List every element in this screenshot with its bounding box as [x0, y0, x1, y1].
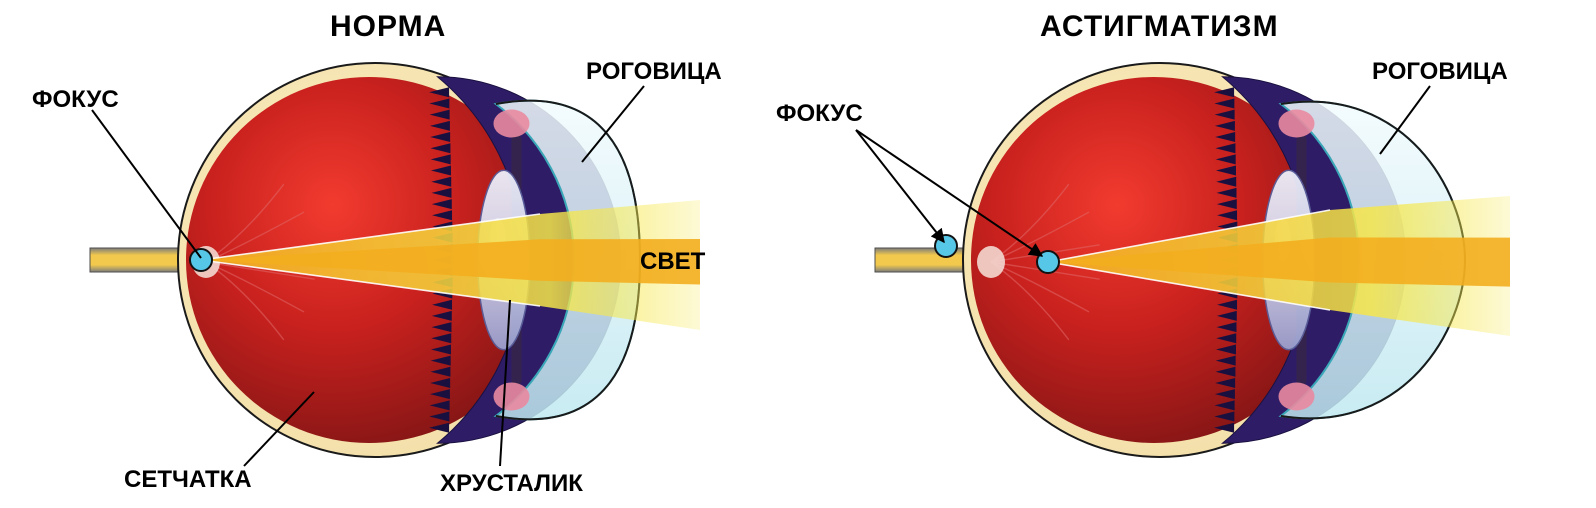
label-lens: ХРУСТАЛИК	[440, 470, 583, 498]
eye-astigmatism	[875, 63, 1510, 457]
focus-point	[190, 249, 212, 271]
label-focus: ФОКУС	[32, 86, 119, 114]
leader-line	[92, 110, 201, 258]
label-cornea: РОГОВИЦА	[1372, 58, 1508, 86]
focus-point	[935, 235, 957, 257]
title-normal: НОРМА	[330, 10, 446, 44]
label-light: СВЕТ	[640, 248, 705, 276]
diagram-stage: НОРМА ФОКУС РОГОВИЦА СВЕТ СЕТЧАТКА ХРУСТАЛИК А…	[0, 0, 1596, 508]
title-astigmatism: АСТИГМАТИЗМ	[1040, 10, 1279, 44]
label-focus: ФОКУС	[776, 100, 863, 128]
label-cornea: РОГОВИЦА	[586, 58, 722, 86]
label-retina: СЕТЧАТКА	[124, 466, 252, 494]
leader-line	[856, 130, 944, 242]
eye-normal	[90, 63, 700, 457]
diagram-svg	[0, 0, 1596, 508]
